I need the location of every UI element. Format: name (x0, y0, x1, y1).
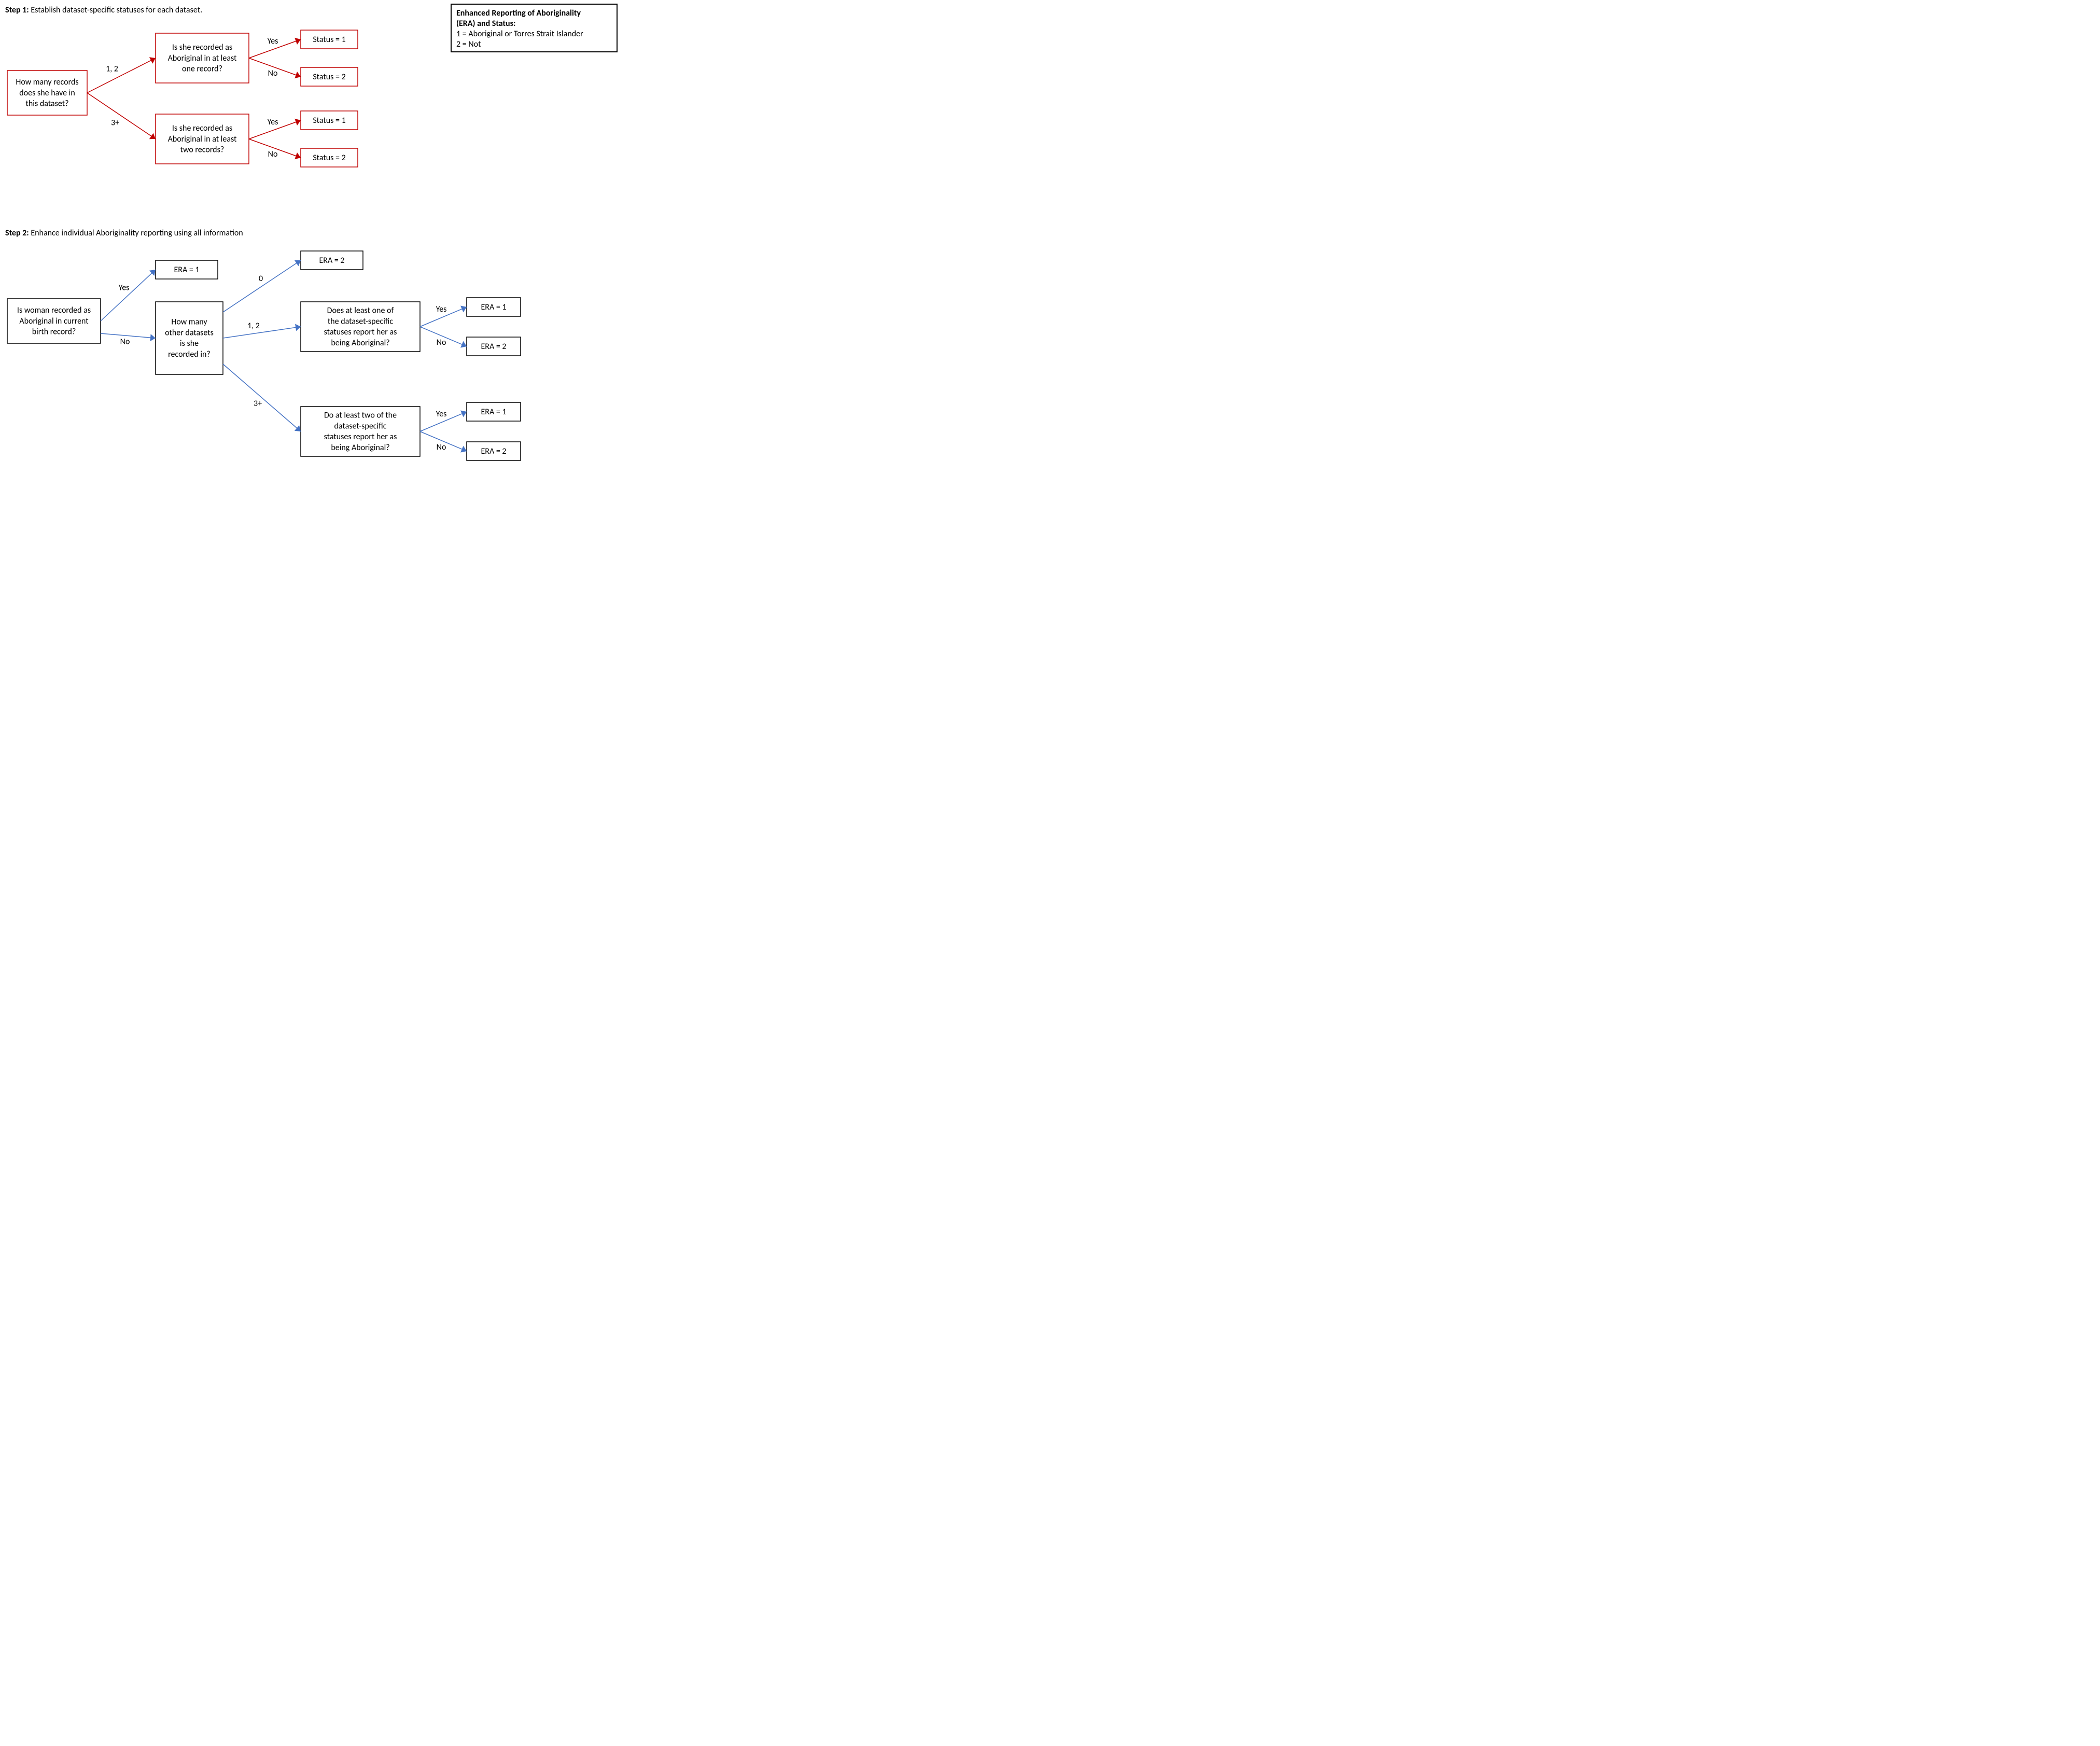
svg-text:Yes: Yes (268, 117, 278, 127)
svg-text:1, 2: 1, 2 (247, 321, 260, 331)
svg-text:3+: 3+ (111, 118, 119, 128)
svg-text:is she: is she (180, 339, 199, 348)
svg-text:Aboriginal in at least: Aboriginal in at least (168, 53, 237, 63)
svg-text:(ERA) and Status:: (ERA) and Status: (456, 19, 515, 29)
svg-text:How many: How many (171, 317, 207, 327)
svg-text:recorded in?: recorded in? (168, 350, 211, 359)
svg-text:3+: 3+ (254, 399, 262, 409)
svg-text:Do at least two of the: Do at least two of the (324, 411, 397, 421)
edge (87, 93, 156, 139)
svg-text:ERA = 2: ERA = 2 (319, 256, 344, 266)
svg-text:No: No (268, 149, 278, 159)
arrowhead (295, 425, 301, 431)
step2-title: Step 2: Enhance individual Aboriginality… (5, 228, 243, 238)
step2-q_many (156, 302, 223, 374)
svg-text:Aboriginal in current: Aboriginal in current (19, 316, 89, 326)
svg-text:Status = 1: Status = 1 (313, 35, 345, 45)
edge (223, 327, 301, 338)
svg-text:the dataset-specific: the dataset-specific (328, 316, 394, 326)
edge (223, 260, 301, 312)
edge (101, 270, 156, 321)
svg-text:Is she recorded as: Is she recorded as (172, 123, 232, 133)
svg-text:statuses report her as: statuses report her as (324, 327, 397, 337)
svg-text:dataset-specific: dataset-specific (334, 421, 387, 431)
svg-text:Is she recorded as: Is she recorded as (172, 43, 232, 52)
svg-text:1 = Aboriginal or Torres Strai: 1 = Aboriginal or Torres Strait Islander (456, 29, 583, 39)
svg-text:Yes: Yes (268, 36, 278, 46)
svg-text:Does at least one of: Does at least one of (327, 306, 394, 316)
svg-text:2 = Not: 2 = Not (456, 39, 481, 49)
svg-text:Is woman recorded as: Is woman recorded as (17, 305, 91, 315)
svg-text:ERA = 2: ERA = 2 (481, 446, 506, 456)
svg-text:ERA = 1: ERA = 1 (174, 265, 199, 275)
edge (87, 58, 156, 93)
svg-text:statuses report her as: statuses report her as (324, 432, 397, 442)
arrowhead (149, 133, 156, 139)
svg-text:one record?: one record? (182, 64, 222, 74)
svg-text:How many records: How many records (16, 77, 78, 87)
arrowhead (295, 324, 301, 331)
svg-text:Status = 2: Status = 2 (313, 153, 345, 163)
svg-text:ERA = 1: ERA = 1 (481, 407, 506, 417)
svg-text:Yes: Yes (436, 409, 447, 419)
svg-text:No: No (437, 442, 446, 452)
svg-text:other datasets: other datasets (165, 328, 214, 338)
svg-text:1, 2: 1, 2 (106, 64, 118, 74)
svg-text:this dataset?: this dataset? (26, 99, 69, 109)
svg-text:Status = 1: Status = 1 (313, 116, 345, 125)
svg-text:Yes: Yes (436, 304, 447, 314)
svg-text:Enhanced Reporting of Aborigin: Enhanced Reporting of Aboriginality (456, 8, 581, 18)
svg-text:Aboriginal in at least: Aboriginal in at least (168, 134, 237, 144)
svg-text:0: 0 (259, 274, 263, 284)
svg-text:being Aboriginal?: being Aboriginal? (331, 443, 389, 453)
svg-text:Yes: Yes (119, 283, 130, 293)
svg-text:being Aboriginal?: being Aboriginal? (331, 338, 389, 348)
svg-text:two records?: two records? (180, 145, 225, 155)
svg-text:No: No (268, 68, 278, 78)
arrowhead (295, 260, 301, 267)
arrowhead (150, 334, 156, 341)
svg-text:ERA = 1: ERA = 1 (481, 302, 506, 312)
svg-text:birth record?: birth record? (32, 327, 76, 337)
svg-text:Status = 2: Status = 2 (313, 72, 345, 82)
flowchart-canvas: Enhanced Reporting of Aboriginality(ERA)… (0, 0, 648, 539)
step1-title: Step 1: Establish dataset-specific statu… (5, 5, 202, 15)
svg-text:does she have in: does she have in (19, 88, 75, 98)
svg-text:No: No (120, 337, 130, 347)
svg-text:No: No (437, 338, 446, 347)
svg-text:ERA = 2: ERA = 2 (481, 342, 506, 352)
edge (223, 364, 301, 431)
